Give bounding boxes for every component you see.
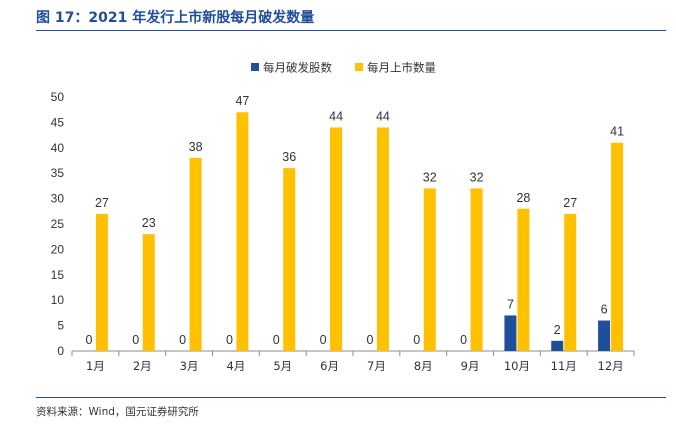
bar-listed bbox=[517, 208, 530, 351]
data-label: 27 bbox=[95, 196, 109, 210]
y-tick-label: 40 bbox=[51, 141, 65, 155]
y-tick-label: 20 bbox=[51, 242, 65, 256]
bar-listed bbox=[236, 112, 249, 352]
y-tick-label: 5 bbox=[57, 319, 64, 333]
data-label: 36 bbox=[282, 150, 296, 164]
data-label: 23 bbox=[142, 216, 156, 230]
data-label: 28 bbox=[516, 191, 530, 205]
x-tick-label: 3月 bbox=[180, 359, 199, 373]
figure-source: 资料来源：Wind，国元证券研究所 bbox=[36, 406, 199, 418]
data-label: 0 bbox=[132, 333, 139, 347]
y-tick-label: 25 bbox=[51, 217, 65, 231]
legend-swatch bbox=[251, 63, 259, 71]
data-label: 0 bbox=[320, 333, 327, 347]
bar-listed bbox=[376, 127, 389, 351]
figure-title: 图 17：2021 年发行上市新股每月破发数量 bbox=[36, 10, 315, 26]
chart-legend: 每月破发股数 每月上市数量 bbox=[251, 61, 436, 75]
x-tick-label: 9月 bbox=[461, 359, 480, 373]
data-label: 32 bbox=[423, 170, 437, 184]
y-tick-label: 0 bbox=[57, 344, 64, 358]
data-label: 41 bbox=[610, 125, 624, 139]
bar-listed bbox=[470, 188, 483, 351]
data-label: 0 bbox=[273, 333, 280, 347]
data-label: 0 bbox=[460, 333, 467, 347]
bar-listed bbox=[564, 213, 577, 351]
y-tick-label: 35 bbox=[51, 166, 65, 180]
legend-swatch bbox=[355, 63, 363, 71]
data-label: 0 bbox=[226, 333, 233, 347]
y-axis: 0 5 10 15 20 25 30 35 40 45 50 bbox=[51, 90, 65, 358]
data-label: 47 bbox=[235, 94, 249, 108]
bar-listed bbox=[95, 213, 108, 351]
legend-label: 每月上市数量 bbox=[367, 61, 436, 75]
data-label: 2 bbox=[554, 323, 561, 337]
bar-listed bbox=[189, 157, 202, 351]
data-label: 38 bbox=[189, 140, 203, 154]
data-label: 32 bbox=[470, 170, 484, 184]
bar-listed bbox=[611, 142, 624, 351]
x-tick-label: 7月 bbox=[367, 359, 386, 373]
y-tick-label: 30 bbox=[51, 192, 65, 206]
data-label: 0 bbox=[85, 333, 92, 347]
data-label: 0 bbox=[366, 333, 373, 347]
data-label: 6 bbox=[601, 303, 608, 317]
bar-broken bbox=[598, 320, 611, 351]
y-tick-label: 45 bbox=[51, 115, 65, 129]
y-tick-label: 10 bbox=[51, 293, 65, 307]
title-rule bbox=[36, 30, 666, 31]
data-label: 44 bbox=[329, 109, 343, 123]
bar-broken bbox=[551, 340, 564, 351]
x-tick-label: 4月 bbox=[227, 359, 246, 373]
x-tick-label: 11月 bbox=[551, 359, 577, 373]
x-tick-label: 12月 bbox=[598, 359, 624, 373]
x-axis: 1月 2月 3月 4月 5月 6月 7月 8月 9月 10月 11月 12月 bbox=[71, 350, 635, 373]
data-label: 7 bbox=[507, 297, 514, 311]
bar-listed bbox=[142, 234, 155, 351]
x-tick-label: 6月 bbox=[320, 359, 339, 373]
data-label: 0 bbox=[413, 333, 420, 347]
x-tick-label: 1月 bbox=[86, 359, 105, 373]
x-tick-label: 8月 bbox=[414, 359, 433, 373]
x-tick-label: 2月 bbox=[133, 359, 152, 373]
y-tick-label: 50 bbox=[51, 90, 65, 104]
bar-series bbox=[95, 112, 624, 352]
data-labels: 0 0 0 0 0 0 0 0 0 7 2 6 27 23 38 47 36 44 44 32 32 28 27 41 bbox=[85, 94, 624, 347]
bar-listed bbox=[330, 127, 343, 351]
x-tick-label: 5月 bbox=[273, 359, 292, 373]
data-label: 27 bbox=[563, 196, 577, 210]
bottom-rule bbox=[36, 397, 666, 398]
data-label: 0 bbox=[179, 333, 186, 347]
y-tick-label: 15 bbox=[51, 268, 65, 282]
x-tick-label: 10月 bbox=[504, 359, 530, 373]
bar-broken bbox=[504, 315, 517, 351]
data-label: 44 bbox=[376, 109, 390, 123]
bar-listed bbox=[283, 168, 296, 351]
legend-label: 每月破发股数 bbox=[263, 61, 332, 75]
bar-listed bbox=[423, 188, 436, 351]
